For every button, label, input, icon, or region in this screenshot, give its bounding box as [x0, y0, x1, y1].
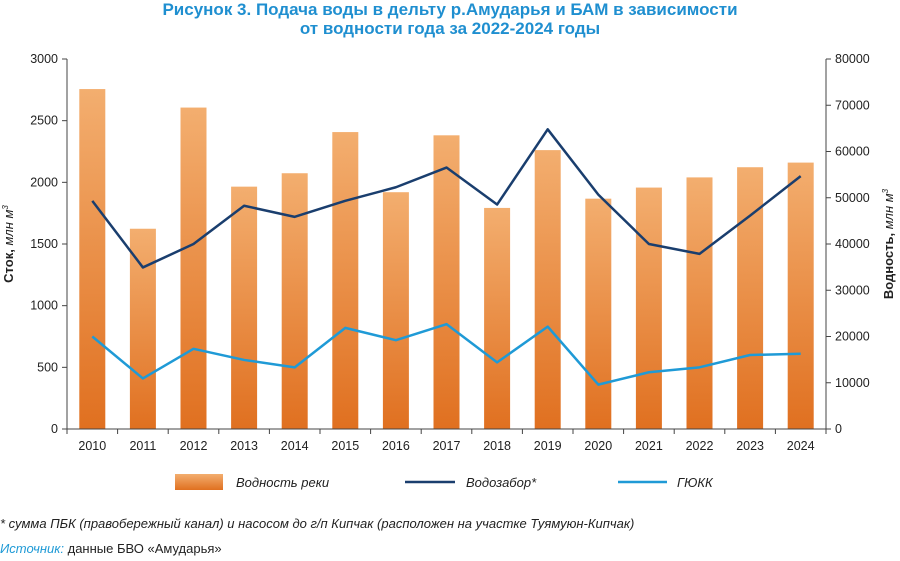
bar-2015 [332, 132, 359, 429]
x-tick-label: 2013 [230, 439, 258, 453]
bar-2010 [79, 89, 106, 429]
x-tick-label: 2020 [584, 439, 612, 453]
legend-label-vodozabor: Водозабор* [466, 475, 537, 490]
right-tick-label: 10000 [835, 376, 870, 390]
bar-2024 [787, 162, 814, 429]
gyukk-line [91, 322, 801, 386]
left-axis-title: Сток, млн м3 [1, 205, 16, 283]
right-tick-label: 0 [835, 422, 842, 436]
x-tick-label: 2014 [281, 439, 309, 453]
left-tick-label: 2500 [30, 114, 58, 128]
footnote: * сумма ПБК (правобережный канал) и насо… [0, 516, 635, 531]
chart-title: Рисунок 3. Подача воды в дельту р.Амудар… [0, 0, 900, 38]
bar-2014 [281, 173, 308, 429]
x-tick-label: 2024 [787, 439, 815, 453]
bar-2020 [585, 198, 612, 429]
x-tick-label: 2023 [736, 439, 764, 453]
bar-2021 [635, 187, 662, 429]
left-tick-label: 1500 [30, 237, 58, 251]
bar-2018 [484, 207, 511, 429]
x-tick-label: 2016 [382, 439, 410, 453]
bar-2022 [686, 177, 713, 429]
legend-label-vodnost: Водность реки [236, 475, 329, 490]
left-tick-label: 1000 [30, 299, 58, 313]
right-tick-label: 40000 [835, 237, 870, 251]
bar-2023 [737, 167, 764, 429]
source-label: Источник: [0, 541, 64, 556]
source-text: данные БВО «Амударья» [64, 541, 222, 556]
x-tick-label: 2011 [129, 439, 156, 453]
right-axis-title: Водность, млн м3 [881, 188, 896, 299]
vodozabor-line [91, 128, 802, 269]
x-tick-label: 2015 [331, 439, 359, 453]
legend-label-gyukk: ГЮКК [677, 475, 714, 490]
legend-swatch-vodnost [175, 474, 223, 490]
bar-2019 [534, 150, 561, 430]
x-tick-label: 2017 [433, 439, 461, 453]
x-tick-label: 2021 [635, 439, 663, 453]
right-tick-label: 20000 [835, 330, 870, 344]
chart-title-line-1: Рисунок 3. Подача воды в дельту р.Амудар… [162, 0, 738, 19]
left-tick-label: 3000 [30, 52, 58, 66]
right-tick-label: 60000 [835, 145, 870, 159]
left-tick-label: 500 [37, 360, 58, 374]
bar-2011 [129, 228, 156, 429]
right-tick-label: 30000 [835, 283, 870, 297]
bar-2017 [433, 135, 460, 429]
x-tick-label: 2022 [686, 439, 714, 453]
x-tick-label: 2010 [78, 439, 106, 453]
source-line: Источник: данные БВО «Амударья» [0, 541, 222, 556]
x-tick-label: 2018 [483, 439, 511, 453]
right-tick-label: 80000 [835, 52, 870, 66]
right-tick-label: 70000 [835, 98, 870, 112]
left-tick-label: 2000 [30, 175, 58, 189]
x-tick-label: 2012 [180, 439, 208, 453]
bar-2013 [231, 186, 258, 429]
bar-2012 [180, 107, 207, 429]
x-tick-label: 2019 [534, 439, 562, 453]
chart-title-line-2: от водности года за 2022-2024 годы [299, 19, 601, 38]
right-tick-label: 50000 [835, 191, 870, 205]
bar-2016 [382, 192, 409, 429]
left-tick-label: 0 [51, 422, 58, 436]
chart-area: 0500100015002000250030000100002000030000… [1, 52, 896, 490]
